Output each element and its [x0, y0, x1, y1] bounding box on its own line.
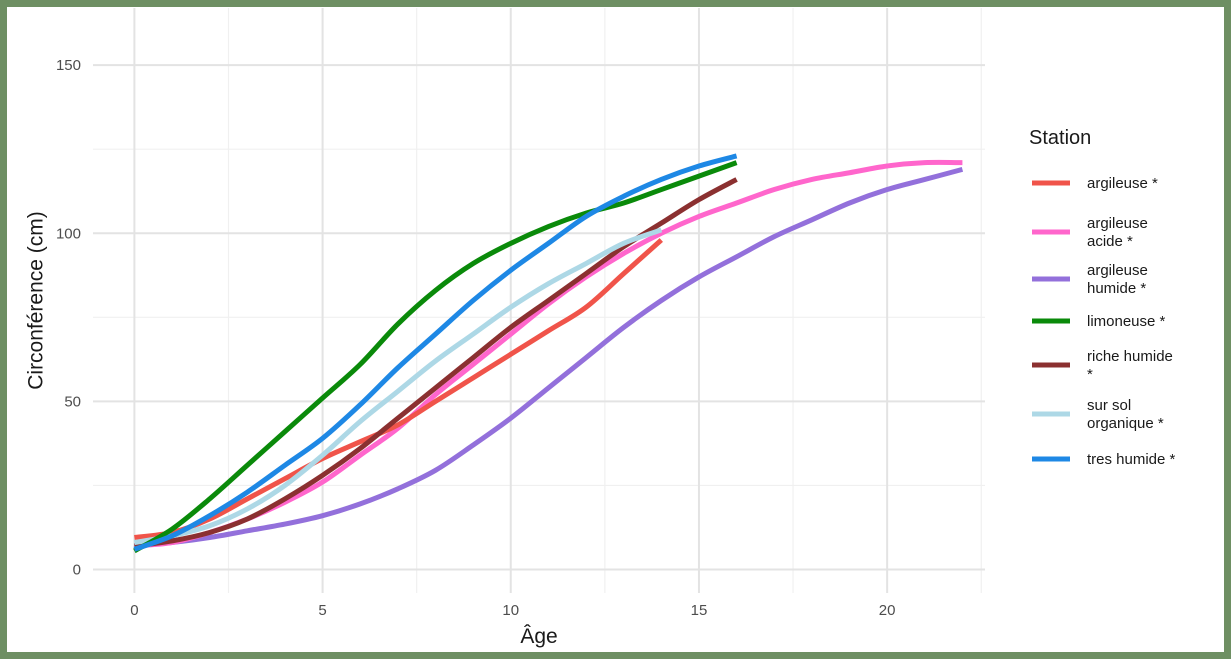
- series-line-argileuse: [134, 238, 663, 541]
- legend-label: humide *: [1087, 280, 1146, 297]
- x-tick-label: 15: [691, 602, 708, 619]
- x-tick-label: 5: [318, 602, 326, 619]
- legend-label: organique *: [1087, 415, 1164, 432]
- y-tick-label: 50: [64, 393, 81, 410]
- legend-item: riche humide*: [1032, 348, 1173, 383]
- grid: [93, 8, 985, 593]
- x-axis-title: Âge: [520, 625, 557, 648]
- x-tick-label: 0: [130, 602, 138, 619]
- x-tick-label: 10: [502, 602, 519, 619]
- series-line-argileuse-acide: [134, 159, 963, 549]
- legend-title: Station: [1029, 127, 1091, 149]
- x-tick-label: 20: [879, 602, 896, 619]
- legend-label: tres humide *: [1087, 451, 1176, 468]
- legend-item: limoneuse *: [1032, 313, 1166, 330]
- y-tick-label: 0: [73, 561, 81, 578]
- series-line-sur-sol-organique: [133, 227, 663, 546]
- legend-label: sur sol: [1087, 397, 1131, 414]
- legend-label: acide *: [1087, 233, 1133, 250]
- axes: 0 5 10 15 20 0 50 100 150: [56, 57, 896, 619]
- legend-label: limoneuse *: [1087, 313, 1166, 330]
- legend-label: *: [1087, 366, 1093, 383]
- growth-curve-chart: 0 5 10 15 20 0 50 100 150 Âge Circonférence (cm)…: [24, 8, 1176, 648]
- legend-item: tres humide *: [1032, 451, 1176, 468]
- legend-label: argileuse: [1087, 215, 1148, 232]
- legend-label: riche humide: [1087, 348, 1173, 365]
- series-line-limoneuse: [133, 160, 738, 554]
- legend-item: argileuse *: [1032, 175, 1158, 192]
- series-line-argileuse-humide: [134, 166, 964, 549]
- legend-label: argileuse *: [1087, 175, 1158, 192]
- series-lines: [133, 153, 964, 554]
- y-tick-label: 100: [56, 225, 81, 242]
- legend-label: argileuse: [1087, 262, 1148, 279]
- series-line-tres-humide: [133, 153, 738, 552]
- y-axis-title: Circonférence (cm): [24, 211, 47, 390]
- y-tick-label: 150: [56, 57, 81, 74]
